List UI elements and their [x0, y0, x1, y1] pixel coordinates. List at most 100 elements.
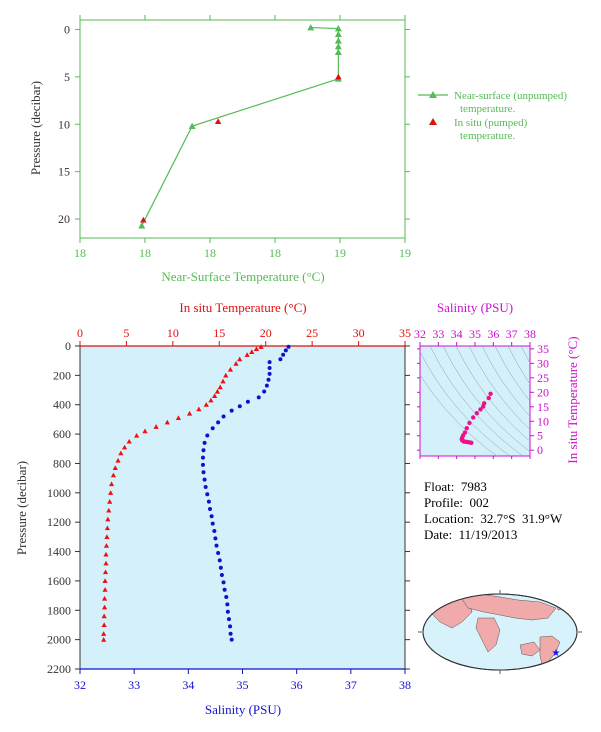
- near-surface-ytick-label: 0: [64, 22, 70, 36]
- near-surface-xtick-label: 18: [204, 246, 216, 260]
- profile-bottom-xtick-label: 36: [291, 678, 303, 692]
- near-surface-unpumped-point: [307, 24, 315, 31]
- legend-marker-unpumped: [429, 91, 437, 98]
- profile-ytick-label: 1400: [47, 545, 71, 559]
- profile-salinity-point: [213, 536, 218, 541]
- profile-chart: 0 5 10 15 20 25 30 35 32 33 34 35 36 37 38 0 200 400 600 80…: [14, 300, 411, 717]
- float-location: Location: 32.7°S 31.9°W: [424, 511, 563, 526]
- profile-salinity-point: [201, 448, 206, 453]
- profile-bottom-xtick-label: 32: [74, 678, 86, 692]
- profile-temperature-point: [103, 551, 109, 557]
- profile-temperature-point: [102, 569, 109, 575]
- profile-temperature-point: [208, 397, 214, 403]
- profile-top-xtick-label: 20: [260, 326, 272, 340]
- legend-marker-pumped: [429, 118, 437, 125]
- near-surface-xtick-label: 19: [334, 246, 346, 260]
- profile-ytick-label: 2200: [47, 662, 71, 676]
- ts-mark-group: [459, 391, 493, 446]
- near-surface-unpumped-point: [138, 222, 146, 229]
- profile-temperature-point: [203, 402, 209, 407]
- ts-point: [481, 404, 486, 409]
- map-land-australia: [519, 641, 541, 657]
- profile-ytick-label: 200: [53, 368, 71, 382]
- profile-salinity-point: [224, 595, 229, 600]
- profile-bottom-xtick-label: 33: [128, 678, 140, 692]
- map-land-eurasia: [459, 594, 557, 621]
- near-surface-plot-frame: [79, 19, 406, 239]
- profile-temperature-point: [102, 595, 108, 601]
- profile-salinity-point: [202, 477, 207, 482]
- profile-temperature-point: [217, 384, 223, 390]
- near-surface-unpumped-point: [334, 48, 342, 56]
- profile-top-xtick-label: 10: [167, 326, 179, 340]
- profile-salinity-point: [226, 617, 231, 622]
- profile-temperature-point: [103, 560, 109, 566]
- profile-ytick-label: 400: [53, 398, 71, 412]
- profile-salinity-point: [210, 521, 215, 526]
- near-surface-xlabel: Near-Surface Temperature (°C): [161, 269, 324, 284]
- profile-top-xlabel: In situ Temperature (°C): [179, 300, 306, 315]
- profile-salinity-point: [200, 455, 205, 460]
- near-surface-pumped-point: [335, 73, 342, 80]
- ts-density-contour: [420, 351, 511, 456]
- profile-salinity-point: [219, 573, 224, 578]
- near-surface-ytick-label: 20: [58, 212, 70, 226]
- profile-salinity-point: [229, 408, 234, 413]
- profile-ytick-label: 1800: [47, 603, 71, 617]
- ts-density-contours: [420, 346, 530, 456]
- profile-salinity-point: [281, 352, 286, 357]
- ts-ytick-label: 10: [537, 414, 549, 428]
- profile-plot-area: [79, 345, 406, 670]
- profile-salinity-point: [225, 609, 230, 614]
- profile-temperature-point: [115, 457, 121, 463]
- ts-ytick-label: 5: [537, 429, 543, 443]
- ts-xtick-label: 38: [524, 327, 536, 341]
- profile-salinity-point: [212, 528, 217, 533]
- ts-density-contour: [481, 346, 530, 417]
- profile-bottom-xtick-label: 38: [399, 678, 411, 692]
- profile-temperature-point: [101, 637, 107, 642]
- ts-density-contour: [520, 346, 530, 364]
- profile-temperature-point: [134, 432, 140, 438]
- profile-salinity-point: [214, 543, 219, 548]
- profile-temperature-point: [153, 424, 159, 429]
- profile-salinity-point: [266, 377, 271, 382]
- profile-top-xtick-label: 0: [77, 326, 83, 340]
- profile-salinity-point: [209, 514, 214, 519]
- legend-label-unpumped-line2: temperature.: [460, 103, 516, 115]
- profile-temperature-point: [104, 525, 110, 531]
- profile-salinity-point: [267, 360, 272, 365]
- ts-ytick-label: 35: [537, 342, 549, 356]
- profile-salinity-point: [221, 414, 226, 419]
- near-surface-ytick-label: 5: [64, 70, 70, 84]
- legend-label-pumped-line2: temperature.: [460, 130, 516, 142]
- ts-ytick-label: 30: [537, 356, 549, 370]
- ts-xtick-label: 33: [432, 327, 444, 341]
- legend-label-pumped: In situ (pumped) temperature.: [454, 117, 530, 142]
- profile-salinity-point: [208, 506, 212, 511]
- profile-temperature-point: [212, 393, 218, 398]
- profile-temperature-point: [258, 344, 264, 349]
- profile-salinity-point: [216, 420, 221, 425]
- near-surface-ytick-label: 15: [58, 165, 70, 179]
- ts-density-contour: [507, 346, 530, 385]
- ts-point: [470, 415, 476, 420]
- profile-temperature-point: [121, 444, 128, 450]
- float-info-panel: Float: 7983 Profile: 002 Location: 32.7°…: [424, 479, 562, 543]
- near-surface-unpumped-point: [334, 25, 342, 32]
- near-surface-legend: Near-surface (unpumped) temperature. In …: [418, 90, 567, 142]
- profile-temperature-point: [175, 415, 182, 421]
- profile-bottom-xtick-label: 34: [182, 678, 194, 692]
- near-surface-unpumped-point: [334, 37, 342, 44]
- profile-temperature-point: [186, 410, 193, 416]
- profile-temperature-point: [253, 346, 260, 352]
- profile-temperature-point: [108, 490, 114, 495]
- profile-temperature-point: [220, 378, 226, 384]
- ts-point: [467, 420, 472, 426]
- profile-temperature-point: [126, 438, 132, 444]
- ts-ytick-label: 20: [537, 385, 549, 399]
- profile-salinity-point: [225, 602, 230, 607]
- profile-salinity-point: [205, 433, 210, 438]
- profile-salinity-point: [286, 344, 291, 349]
